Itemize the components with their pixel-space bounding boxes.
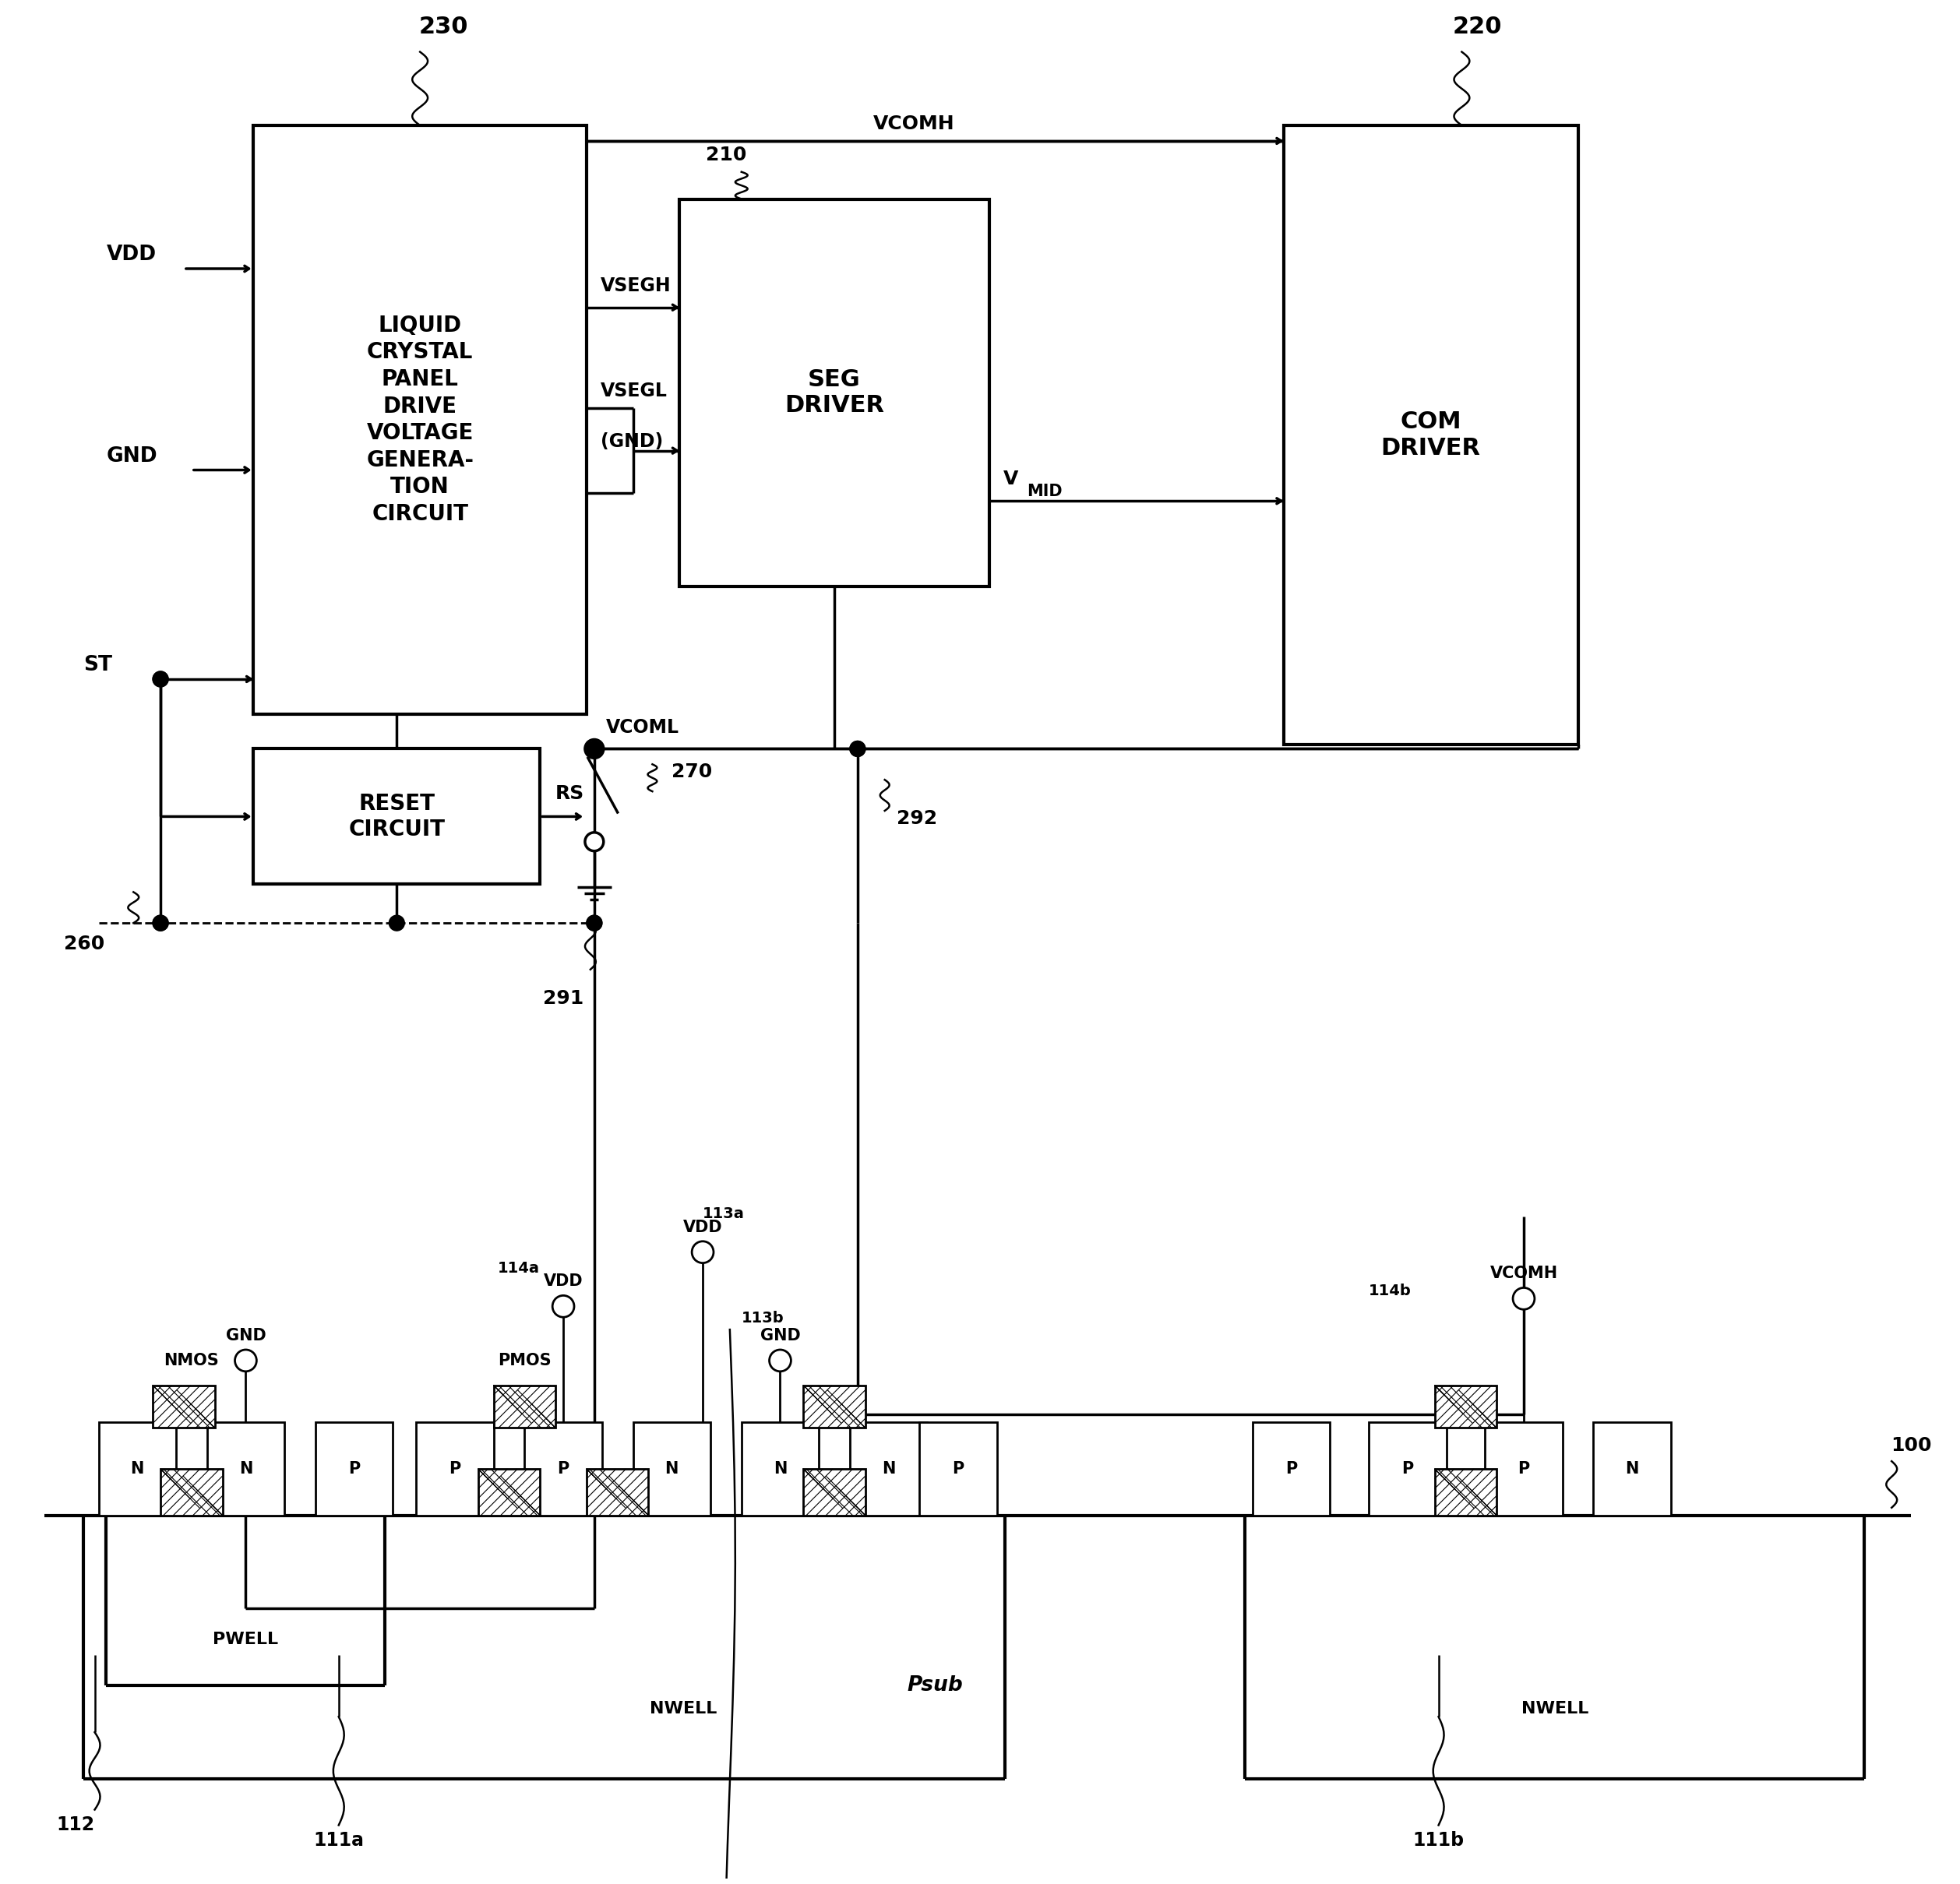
Circle shape: [586, 740, 602, 757]
Bar: [525, 1422, 602, 1515]
Text: Psub: Psub: [907, 1675, 962, 1696]
Circle shape: [770, 1349, 792, 1372]
Text: RESET
CIRCUIT: RESET CIRCUIT: [349, 793, 445, 840]
Text: 112: 112: [57, 1816, 94, 1835]
Text: NWELL: NWELL: [1521, 1701, 1588, 1716]
Bar: [741, 1422, 819, 1515]
Bar: [316, 1422, 392, 1515]
Text: 111b: 111b: [1413, 1831, 1464, 1850]
Bar: [633, 1422, 710, 1515]
Text: P: P: [557, 1462, 568, 1477]
Text: VCOMH: VCOMH: [1490, 1266, 1558, 1281]
Circle shape: [235, 1349, 257, 1372]
Text: LIQUID
CRYSTAL
PANEL
DRIVE
VOLTAGE
GENERA-
TION
CIRCUIT: LIQUID CRYSTAL PANEL DRIVE VOLTAGE GENER…: [367, 315, 474, 526]
Text: 114b: 114b: [1368, 1283, 1411, 1298]
Text: RS: RS: [555, 784, 584, 803]
Circle shape: [153, 671, 169, 688]
Circle shape: [692, 1242, 713, 1262]
Text: GND: GND: [106, 447, 157, 465]
Text: ST: ST: [82, 656, 112, 674]
Text: 113b: 113b: [741, 1311, 784, 1326]
Circle shape: [153, 916, 169, 931]
Circle shape: [586, 740, 602, 757]
Text: COM
DRIVER: COM DRIVER: [1382, 411, 1480, 460]
Circle shape: [586, 916, 602, 931]
Bar: [253, 748, 541, 884]
Text: PWELL: PWELL: [214, 1632, 278, 1647]
Text: SEG
DRIVER: SEG DRIVER: [784, 367, 884, 416]
Text: NWELL: NWELL: [649, 1701, 717, 1716]
Circle shape: [851, 740, 866, 757]
Bar: [804, 1385, 866, 1428]
Text: VCOML: VCOML: [606, 718, 678, 737]
Circle shape: [1513, 1289, 1535, 1309]
Text: NMOS: NMOS: [165, 1353, 220, 1368]
Circle shape: [553, 1296, 574, 1317]
Text: 210: 210: [706, 145, 747, 164]
Bar: [1435, 1470, 1497, 1515]
Text: PMOS: PMOS: [498, 1353, 551, 1368]
Text: 111a: 111a: [314, 1831, 365, 1850]
Text: 291: 291: [543, 989, 584, 1008]
Bar: [416, 1422, 494, 1515]
Bar: [804, 1470, 866, 1515]
Text: P: P: [449, 1462, 461, 1477]
Text: 113a: 113a: [704, 1206, 745, 1221]
Bar: [253, 126, 586, 714]
Text: VSEGH: VSEGH: [600, 277, 670, 296]
Circle shape: [153, 916, 169, 931]
Bar: [208, 1422, 284, 1515]
Text: VDD: VDD: [682, 1219, 723, 1236]
Circle shape: [388, 916, 404, 931]
Text: 260: 260: [65, 934, 104, 953]
Text: 292: 292: [896, 808, 937, 827]
Bar: [586, 1470, 649, 1515]
Bar: [98, 1422, 176, 1515]
Text: MID: MID: [1027, 484, 1062, 499]
Bar: [1486, 1422, 1562, 1515]
Bar: [680, 200, 990, 586]
Bar: [1284, 126, 1578, 744]
Text: 114a: 114a: [498, 1260, 541, 1275]
Text: 100: 100: [1891, 1436, 1931, 1454]
Text: N: N: [239, 1462, 253, 1477]
Circle shape: [153, 671, 169, 688]
Text: N: N: [1625, 1462, 1639, 1477]
Text: P: P: [1401, 1462, 1413, 1477]
Circle shape: [851, 740, 866, 757]
Text: P: P: [1517, 1462, 1529, 1477]
Text: P: P: [953, 1462, 964, 1477]
Text: VSEGL: VSEGL: [600, 382, 666, 399]
Text: VDD: VDD: [106, 245, 157, 266]
Bar: [1435, 1385, 1497, 1428]
Bar: [919, 1422, 998, 1515]
Circle shape: [584, 740, 604, 757]
Bar: [494, 1385, 555, 1428]
Text: 220: 220: [1452, 15, 1501, 38]
Bar: [1252, 1422, 1331, 1515]
Text: (GND): (GND): [600, 431, 662, 450]
Circle shape: [586, 916, 602, 931]
Bar: [1368, 1422, 1446, 1515]
Circle shape: [586, 740, 602, 757]
Text: P: P: [1286, 1462, 1298, 1477]
Bar: [153, 1385, 216, 1428]
Text: VDD: VDD: [543, 1274, 582, 1289]
Text: VCOMH: VCOMH: [872, 115, 955, 134]
Bar: [478, 1470, 541, 1515]
Text: N: N: [774, 1462, 786, 1477]
Bar: [161, 1470, 223, 1515]
Text: 230: 230: [419, 15, 468, 38]
Text: N: N: [664, 1462, 678, 1477]
Bar: [1593, 1422, 1670, 1515]
Text: 270: 270: [672, 763, 711, 782]
Text: GND: GND: [760, 1328, 800, 1343]
Bar: [851, 1422, 927, 1515]
Text: V: V: [1004, 469, 1019, 488]
Text: N: N: [131, 1462, 145, 1477]
Text: GND: GND: [225, 1328, 267, 1343]
Text: P: P: [349, 1462, 361, 1477]
Circle shape: [584, 833, 604, 852]
Text: N: N: [882, 1462, 896, 1477]
